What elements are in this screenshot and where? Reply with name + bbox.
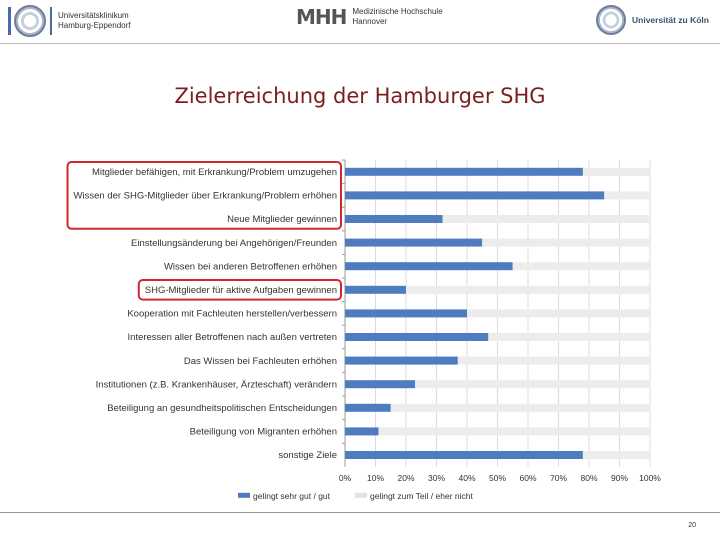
bar-good	[345, 403, 391, 412]
bar-partial	[604, 191, 650, 200]
bar-partial	[488, 333, 650, 341]
legend-swatch-partial	[355, 492, 367, 498]
category-label: Mitglieder befähigen, mit Erkrankung/Pro…	[92, 167, 337, 178]
category-label: Beteiligung von Migranten erhöhen	[190, 427, 337, 438]
category-label: SHG-Mitglieder für aktive Aufgaben gewin…	[145, 285, 337, 296]
bar-partial	[406, 285, 650, 294]
bar-good	[345, 451, 583, 459]
bar-good	[345, 333, 489, 341]
bar-good	[345, 356, 458, 365]
category-label: Beteiligung an gesundheitspolitischen En…	[107, 403, 337, 414]
x-tick-label: 20%	[397, 473, 414, 483]
category-label: Institutionen (z.B. Krankenhäuser, Ärzte…	[96, 379, 337, 390]
slide-title: Zielerreichung der Hamburger SHG	[174, 84, 546, 108]
bar-partial	[442, 215, 650, 223]
uke-seal-icon	[14, 5, 46, 37]
bar-chart: Mitglieder befähigen, mit Erkrankung/Pro…	[66, 159, 661, 501]
mhh-mark: MHH	[296, 5, 347, 29]
x-tick-label: 70%	[550, 473, 567, 483]
legend-label: gelingt sehr gut / gut	[253, 491, 331, 501]
bar-good	[345, 167, 583, 176]
uke-bar-left	[8, 7, 11, 35]
mhh-logo-text: Medizinische Hochschule Hannover	[352, 7, 442, 27]
legend-label: gelingt zum Teil / eher nicht	[370, 491, 473, 501]
category-label: sonstige Ziele	[278, 450, 337, 461]
highlight-box	[66, 161, 342, 230]
mhh-line2: Hannover	[352, 17, 388, 26]
category-label: Das Wissen bei Fachleuten erhöhen	[184, 356, 337, 367]
uke-line2: Hamburg-Eppendorf	[58, 21, 131, 30]
bar-partial	[390, 403, 650, 412]
header-divider	[0, 43, 720, 44]
uke-logo-text: Universitätsklinikum Hamburg-Eppendorf	[58, 11, 130, 31]
x-tick-label: 100%	[639, 473, 661, 483]
category-label: Interessen aller Betroffenen nach außen …	[128, 332, 337, 343]
category-label: Neue Mitglieder gewinnen	[227, 214, 337, 225]
bar-good	[345, 191, 605, 200]
legend-swatch-good	[238, 492, 250, 498]
highlight-box	[137, 279, 342, 301]
category-label: Einstellungsänderung bei Angehörigen/Fre…	[131, 238, 337, 249]
bar-good	[345, 309, 467, 318]
bar-partial	[378, 427, 650, 436]
category-label: Kooperation mit Fachleuten herstellen/ve…	[127, 309, 337, 320]
bar-partial	[512, 262, 650, 271]
x-tick-label: 40%	[458, 473, 475, 483]
bar-good	[345, 215, 443, 223]
x-tick-label: 60%	[519, 473, 536, 483]
bar-good	[345, 238, 483, 247]
uke-logo[interactable]: Universitätsklinikum Hamburg-Eppendorf	[8, 5, 130, 37]
uzk-logo[interactable]: Universität zu Köln	[596, 5, 709, 35]
x-tick-label: 90%	[611, 473, 628, 483]
page-number: 20	[688, 522, 696, 529]
uke-bar-right	[50, 7, 52, 35]
bar-good	[345, 427, 379, 436]
footer-divider	[0, 512, 720, 513]
category-label: Wissen der SHG-Mitglieder über Erkrankun…	[74, 191, 337, 202]
bar-good	[345, 380, 416, 389]
uzk-seal-icon	[596, 5, 626, 35]
bar-partial	[467, 309, 650, 318]
header: Universitätsklinikum Hamburg-Eppendorf M…	[0, 0, 720, 44]
x-tick-label: 10%	[367, 473, 384, 483]
bar-good	[345, 262, 513, 271]
category-label: Wissen bei anderen Betroffenen erhöhen	[164, 261, 337, 272]
mhh-logo[interactable]: MHH Medizinische Hochschule Hannover	[296, 5, 443, 29]
mhh-line1: Medizinische Hochschule	[352, 7, 443, 16]
bar-partial	[582, 167, 650, 176]
x-tick-label: 80%	[580, 473, 597, 483]
x-tick-label: 0%	[339, 473, 352, 483]
bar-partial	[457, 356, 650, 365]
bar-good	[345, 285, 406, 294]
x-tick-label: 30%	[428, 473, 445, 483]
x-tick-label: 50%	[489, 473, 506, 483]
uke-line1: Universitätsklinikum	[58, 11, 129, 20]
uzk-name: Universität zu Köln	[632, 15, 709, 25]
bar-partial	[415, 380, 650, 389]
bar-partial	[582, 451, 650, 459]
bar-partial	[482, 238, 650, 247]
